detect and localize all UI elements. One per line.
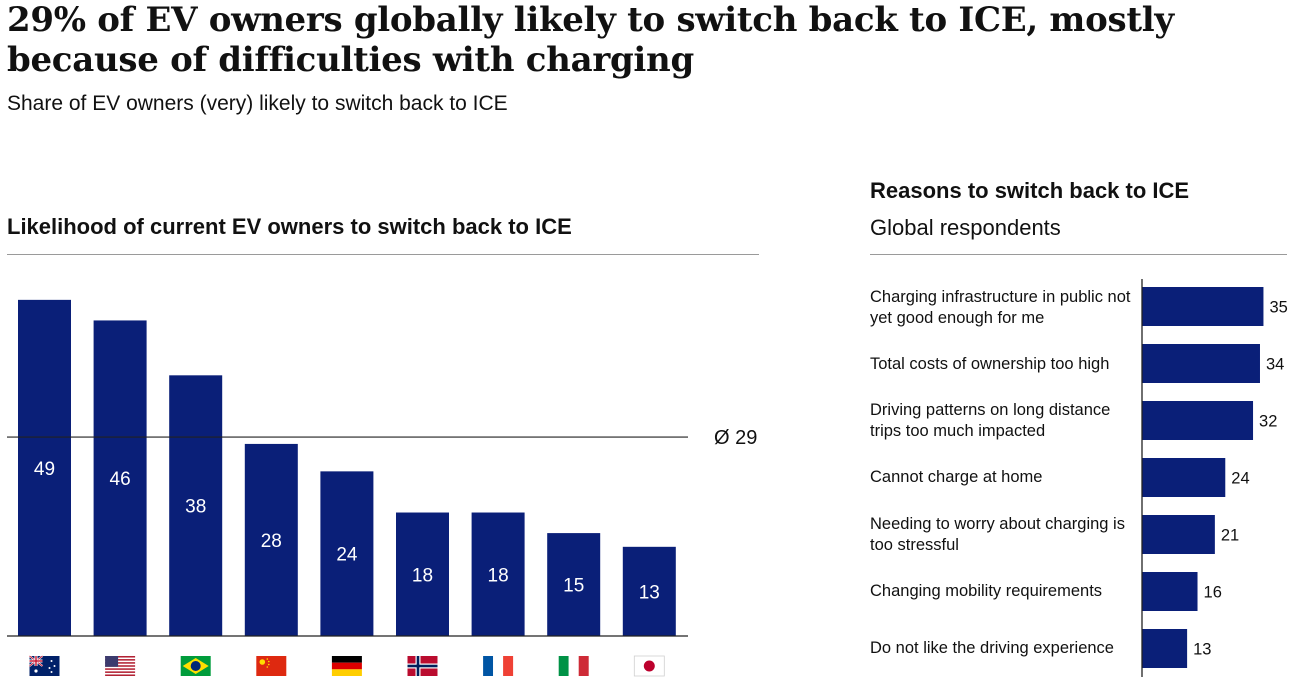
japan-flag-icon: Japan flag [634, 656, 664, 676]
bar-value-label: 18 [412, 565, 433, 586]
bar-value-label: 18 [488, 565, 509, 586]
reason-value-label: 34 [1266, 356, 1284, 374]
reason-value-label: 13 [1193, 641, 1211, 659]
reason-bar [1142, 344, 1260, 383]
reason-value-label: 16 [1204, 584, 1222, 602]
bar-value-label: 38 [185, 497, 206, 518]
reason-value-label: 24 [1231, 470, 1249, 488]
italy-flag-icon: Italy flag [559, 656, 589, 676]
bar-value-label: 49 [34, 459, 55, 480]
china-flag-icon: China flag [256, 656, 286, 676]
reasons-bar-chart: 35 34 32 24 21 16 13 [1142, 279, 1288, 677]
brazil-flag-icon: Brazil flag [181, 656, 211, 676]
australia-flag-icon: Australia flag [30, 656, 60, 676]
average-label: Ø 29 [714, 427, 757, 449]
reason-bar [1142, 287, 1263, 326]
reason-bar [1142, 572, 1198, 611]
bar-value-label: 13 [639, 582, 660, 603]
germany-flag-icon: Germany flag [332, 656, 362, 676]
bar-value-label: 15 [563, 576, 584, 597]
charts-canvas: 49 46 38 28 24 18 18 15 13 Ø 29 Australia flag Uni… [0, 0, 1297, 690]
norway-flag-icon: Norway flag [408, 656, 438, 676]
reason-value-label: 32 [1259, 413, 1277, 431]
bar-value-label: 46 [110, 469, 131, 490]
bar-value-label: 28 [261, 531, 282, 552]
reason-bar [1142, 458, 1225, 497]
france-flag-icon: France flag [483, 656, 513, 676]
reason-value-label: 35 [1269, 299, 1287, 317]
country-flags: Australia flag United States flag Brazil f… [30, 656, 665, 676]
bar-value-label: 24 [336, 545, 358, 566]
reason-bar [1142, 629, 1187, 668]
reason-bar [1142, 401, 1253, 440]
country-bar-chart: 49 46 38 28 24 18 18 15 13 Ø 29 [7, 300, 757, 636]
reason-value-label: 21 [1221, 527, 1239, 545]
reason-bar [1142, 515, 1215, 554]
usa-flag-icon: United States flag [105, 656, 135, 676]
